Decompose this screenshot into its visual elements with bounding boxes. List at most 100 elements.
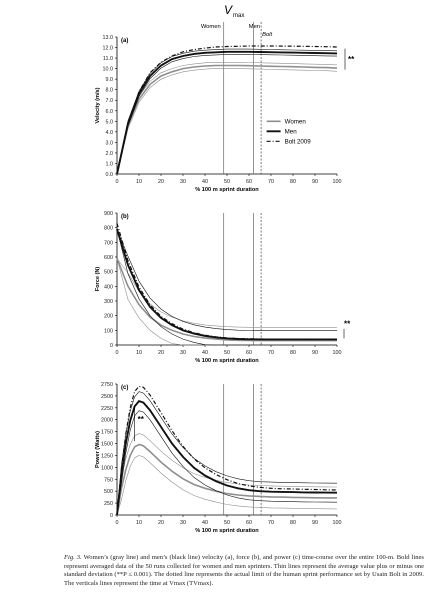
y-tick-label: 0.0 [106, 172, 114, 178]
y-tick-label: 11.0 [103, 56, 113, 62]
x-tick-label: 100 [333, 179, 342, 185]
x-tick-label: 90 [312, 179, 318, 185]
y-tick-label: 0 [110, 513, 113, 519]
x-axis-label: % 100 m sprint duration [195, 187, 259, 193]
x-tick-label: 10 [136, 520, 142, 526]
series-sd-line [116, 48, 338, 175]
vertical-label-bolt: Bolt [262, 32, 272, 38]
series-sd-line [116, 54, 338, 175]
x-tick-label: 20 [158, 179, 164, 185]
y-tick-label: 600 [104, 255, 113, 261]
x-tick-label: 50 [224, 520, 230, 526]
y-tick-label: 9.0 [106, 77, 114, 83]
y-tick-label: 800 [104, 226, 113, 232]
y-tick-label: 13.0 [103, 35, 114, 41]
x-tick-label: 10 [136, 350, 142, 356]
vertical-label-women: Women [201, 24, 221, 30]
x-tick-label: 50 [224, 350, 230, 356]
x-tick-label: 100 [333, 520, 342, 526]
y-tick-label: 300 [104, 299, 113, 305]
legend-label: Bolt 2009 [285, 139, 312, 146]
x-tick-label: 90 [312, 350, 318, 356]
y-tick-label: 200 [104, 314, 113, 320]
significance-label: ** [138, 415, 145, 424]
y-tick-label: 2250 [101, 406, 113, 412]
y-tick-label: 500 [104, 270, 113, 276]
x-tick-label: 100 [333, 350, 342, 356]
panel-label: (c) [121, 385, 128, 391]
y-tick-label: 100 [104, 328, 113, 334]
series-sd-line [116, 455, 338, 516]
series-line-women [116, 64, 338, 175]
vertical-label-men: Men [249, 24, 260, 30]
y-tick-label: 0 [110, 343, 113, 349]
y-tick-label: 2000 [101, 418, 113, 424]
x-tick-label: 20 [158, 350, 164, 356]
series-sd-line [116, 229, 337, 346]
x-tick-label: 0 [116, 520, 119, 526]
x-tick-label: 30 [180, 179, 186, 185]
y-tick-label: 1.0 [106, 161, 114, 167]
y-tick-label: 4.0 [106, 130, 114, 136]
y-tick-label: 2.0 [106, 151, 114, 157]
significance-label: ** [344, 320, 351, 329]
y-tick-label: 500 [104, 489, 113, 495]
series-line-bolt-2009 [116, 223, 337, 340]
series-line-women [116, 443, 337, 516]
series-sd-line [116, 258, 337, 328]
x-tick-label: 80 [290, 350, 296, 356]
x-tick-label: 60 [246, 520, 252, 526]
vmax-label: V [224, 3, 233, 17]
x-tick-label: 50 [224, 179, 230, 185]
y-tick-label: 6.0 [106, 109, 114, 115]
chart-panel-3: 0250500750100012501500175020002250250027… [95, 382, 342, 534]
series-sd-line [116, 228, 337, 331]
x-axis-label: % 100 m sprint duration [195, 358, 259, 364]
series-line-women [116, 258, 337, 342]
y-tick-label: 750 [104, 477, 113, 483]
series-sd-line [116, 391, 338, 516]
caption-text: Women’s (gray line) and men’s (black lin… [64, 554, 425, 588]
y-tick-label: 1500 [101, 442, 113, 448]
y-axis-label: Force (N) [95, 267, 101, 292]
y-axis-label: Power (Watts) [95, 431, 101, 468]
x-tick-label: 70 [268, 350, 274, 356]
x-tick-label: 60 [246, 350, 252, 356]
x-tick-label: 0 [116, 179, 119, 185]
x-tick-label: 40 [202, 179, 208, 185]
chart-panel-1: 0.0 1.0 2.0 3.0 4.0 5.0 6.0 7.0 8.0 9.0 10.0 11.0 12… [95, 22, 355, 193]
x-tick-label: 60 [246, 179, 252, 185]
x-axis-label: % 100 m sprint duration [195, 528, 259, 534]
y-tick-label: 10.0 [103, 67, 114, 73]
series-sd-line [116, 68, 338, 175]
x-tick-label: 30 [180, 520, 186, 526]
y-tick-label: 900 [104, 211, 113, 217]
series-line-men [116, 50, 338, 175]
y-tick-label: 700 [104, 240, 113, 246]
y-tick-label: 8.0 [106, 88, 114, 94]
x-tick-label: 10 [136, 179, 142, 185]
series-line-bolt-2009 [116, 385, 338, 516]
x-tick-label: 70 [268, 520, 274, 526]
vmax-subscript: max [233, 13, 244, 19]
x-tick-label: 0 [116, 350, 119, 356]
y-tick-label: 2750 [101, 382, 113, 388]
y-tick-label: 7.0 [106, 98, 114, 104]
chart-panel-2: 0 100 200 300 400 500 600 700 800 900 0 10 20 30 40 50 6… [95, 211, 351, 364]
x-tick-label: 40 [202, 520, 208, 526]
panel-label: (b) [121, 214, 129, 220]
legend-label: Men [285, 129, 298, 136]
y-axis-label: Velocity (m/s) [95, 87, 101, 123]
series-sd-line [116, 258, 337, 346]
x-tick-label: 90 [312, 520, 318, 526]
y-tick-label: 400 [104, 284, 113, 290]
significance-label: ** [348, 55, 355, 64]
panel-label: (a) [121, 38, 128, 44]
y-tick-label: 2500 [101, 394, 113, 400]
x-tick-label: 20 [158, 520, 164, 526]
y-tick-label: 3.0 [106, 140, 114, 146]
series-line-men [116, 228, 337, 341]
x-tick-label: 70 [268, 179, 274, 185]
